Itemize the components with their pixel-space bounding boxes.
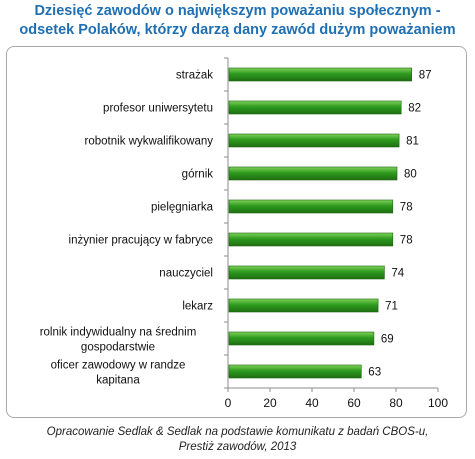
bar-2 (228, 100, 402, 115)
bar-7 (228, 265, 385, 280)
category-label-2: profesor uniwersytetu (103, 103, 213, 115)
x-tick-label-20: 20 (263, 396, 277, 410)
value-label-10: 63 (368, 367, 381, 379)
bar-3 (228, 133, 400, 148)
category-label-5: pielęgniarka (151, 202, 214, 214)
category-label-9: rolnik indywidualny na średnim gospodarst… (40, 327, 197, 354)
value-label-8: 71 (385, 301, 398, 313)
x-tick-label-80: 80 (389, 396, 403, 410)
category-label-7: nauczyciel (159, 268, 213, 280)
value-label-7: 74 (391, 268, 404, 280)
bar-4 (228, 166, 398, 181)
bar-9 (228, 331, 375, 346)
value-label-6: 78 (400, 235, 413, 247)
value-label-3: 81 (406, 136, 419, 148)
x-tick-label-0: 0 (225, 396, 232, 410)
title-line-1: Dziesięć zawodów o największym poważaniu… (34, 3, 441, 19)
x-tick-label-100: 100 (428, 396, 448, 410)
category-label-3: robotnik wykwalifikowany (85, 136, 214, 148)
category-label-6: inżynier pracujący w fabryce (69, 235, 213, 247)
bar-1 (228, 67, 412, 82)
x-tick-label-60: 60 (347, 396, 361, 410)
category-label-8: lekarz (182, 301, 213, 313)
value-label-4: 80 (404, 169, 417, 181)
category-label-1: strażak (176, 70, 213, 82)
source-line-2: Prestiż zawodów, 2013 (178, 441, 297, 453)
value-label-5: 78 (400, 202, 413, 214)
chart-title: Dziesięć zawodów o największym poważaniu… (0, 2, 475, 40)
bar-6 (228, 232, 394, 247)
bar-8 (228, 298, 379, 313)
x-tick-label-40: 40 (305, 396, 319, 410)
category-label-4: górnik (182, 169, 214, 181)
bar-5 (228, 199, 394, 214)
bar-10 (228, 364, 362, 379)
value-label-9: 69 (381, 334, 394, 346)
value-label-1: 87 (419, 70, 432, 82)
value-label-2: 82 (408, 103, 421, 115)
source-note: Opracowanie Sedlak & Sedlak na podstawie… (0, 425, 475, 455)
category-label-10: oficer zawodowy w randze kapitana (51, 360, 186, 387)
source-line-1: Opracowanie Sedlak & Sedlak na podstawie… (46, 426, 429, 438)
title-line-2: odsetek Polaków, którzy darzą dany zawód… (19, 22, 456, 38)
